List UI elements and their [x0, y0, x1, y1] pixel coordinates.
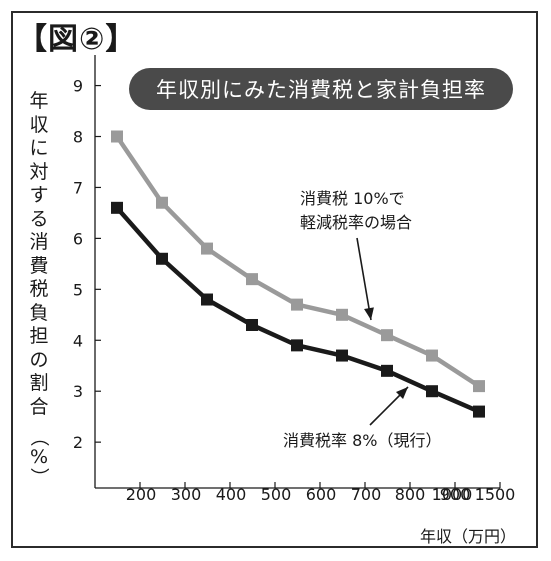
x-tick-label: 600: [306, 485, 337, 504]
arrow-10-percent-head: [364, 307, 374, 320]
arrow-8-percent-head: [395, 387, 408, 400]
data-point: [201, 242, 213, 255]
data-point: [246, 318, 258, 331]
y-axis-label-char: 税: [29, 278, 49, 300]
x-tick-label: 1500: [475, 485, 516, 504]
data-point: [381, 364, 393, 377]
y-axis-label-char: 費: [29, 254, 49, 277]
data-point: [381, 329, 393, 342]
x-tick-label: 500: [261, 485, 292, 504]
data-point: [156, 196, 168, 209]
x-axis-label: 年収（万円）: [420, 527, 517, 546]
y-axis-label-char: 合: [29, 395, 49, 418]
data-point: [111, 201, 123, 214]
y-tick-label: 7: [73, 178, 83, 197]
y-axis-label-char: 負: [29, 301, 49, 324]
x-tick-label: 300: [171, 485, 202, 504]
data-point: [426, 349, 438, 362]
y-tick-label: 3: [73, 382, 83, 401]
data-point: [111, 130, 123, 143]
series-label-10-percent: 消費税 10%で 軽減税率の場合: [300, 187, 412, 235]
y-axis-label-char: 担: [29, 325, 49, 347]
y-axis-label-char: の: [29, 348, 49, 371]
figure-label: 【図②】: [17, 22, 137, 57]
y-tick-label: 6: [73, 229, 83, 248]
series-label-line: 消費税 10%で: [300, 189, 405, 208]
data-point: [473, 380, 485, 393]
y-axis-label-char: 消: [29, 231, 49, 253]
data-point: [336, 308, 348, 321]
y-tick-label: 5: [73, 280, 83, 299]
x-tick-label: 700: [351, 485, 382, 504]
data-point: [246, 273, 258, 286]
y-axis-label-char: に: [29, 137, 49, 159]
y-axis-unit: （%）: [28, 427, 50, 487]
y-axis-label-char: 年: [29, 90, 49, 112]
data-point: [426, 385, 438, 398]
series-label-line: 消費税率 8%（現行）: [283, 431, 442, 450]
y-tick-label: 4: [73, 331, 83, 350]
data-point: [201, 293, 213, 306]
x-tick-label: 800: [395, 485, 426, 504]
x-tick-label: 400: [216, 485, 247, 504]
arrow-10-percent: [356, 237, 372, 321]
data-point: [291, 339, 303, 352]
y-axis-label-char: 割: [29, 372, 49, 394]
y-axis-label-char: す: [29, 184, 49, 206]
x-tick-label: 200: [126, 485, 157, 504]
data-point: [291, 298, 303, 311]
y-axis-label-char: る: [29, 207, 49, 230]
y-axis-label-char: 対: [29, 160, 49, 183]
y-axis-label-char: 収: [29, 113, 49, 136]
data-point: [473, 405, 485, 418]
y-tick-label: 2: [73, 433, 83, 452]
x-tick-label: 900: [440, 485, 471, 504]
chart-title: 年収別にみた消費税と家計負担率: [129, 68, 513, 110]
y-tick-label: 9: [73, 77, 83, 96]
series-label-8-percent: 消費税率 8%（現行）: [283, 429, 441, 453]
series-label-line: 軽減税率の場合: [300, 213, 413, 232]
y-axis-label: 年収に対する消費税負担の割合 （%）: [24, 90, 54, 487]
y-tick-label: 8: [73, 128, 83, 147]
x-tick-label: 1000: [432, 485, 473, 504]
data-point: [336, 349, 348, 362]
data-point: [156, 252, 168, 265]
